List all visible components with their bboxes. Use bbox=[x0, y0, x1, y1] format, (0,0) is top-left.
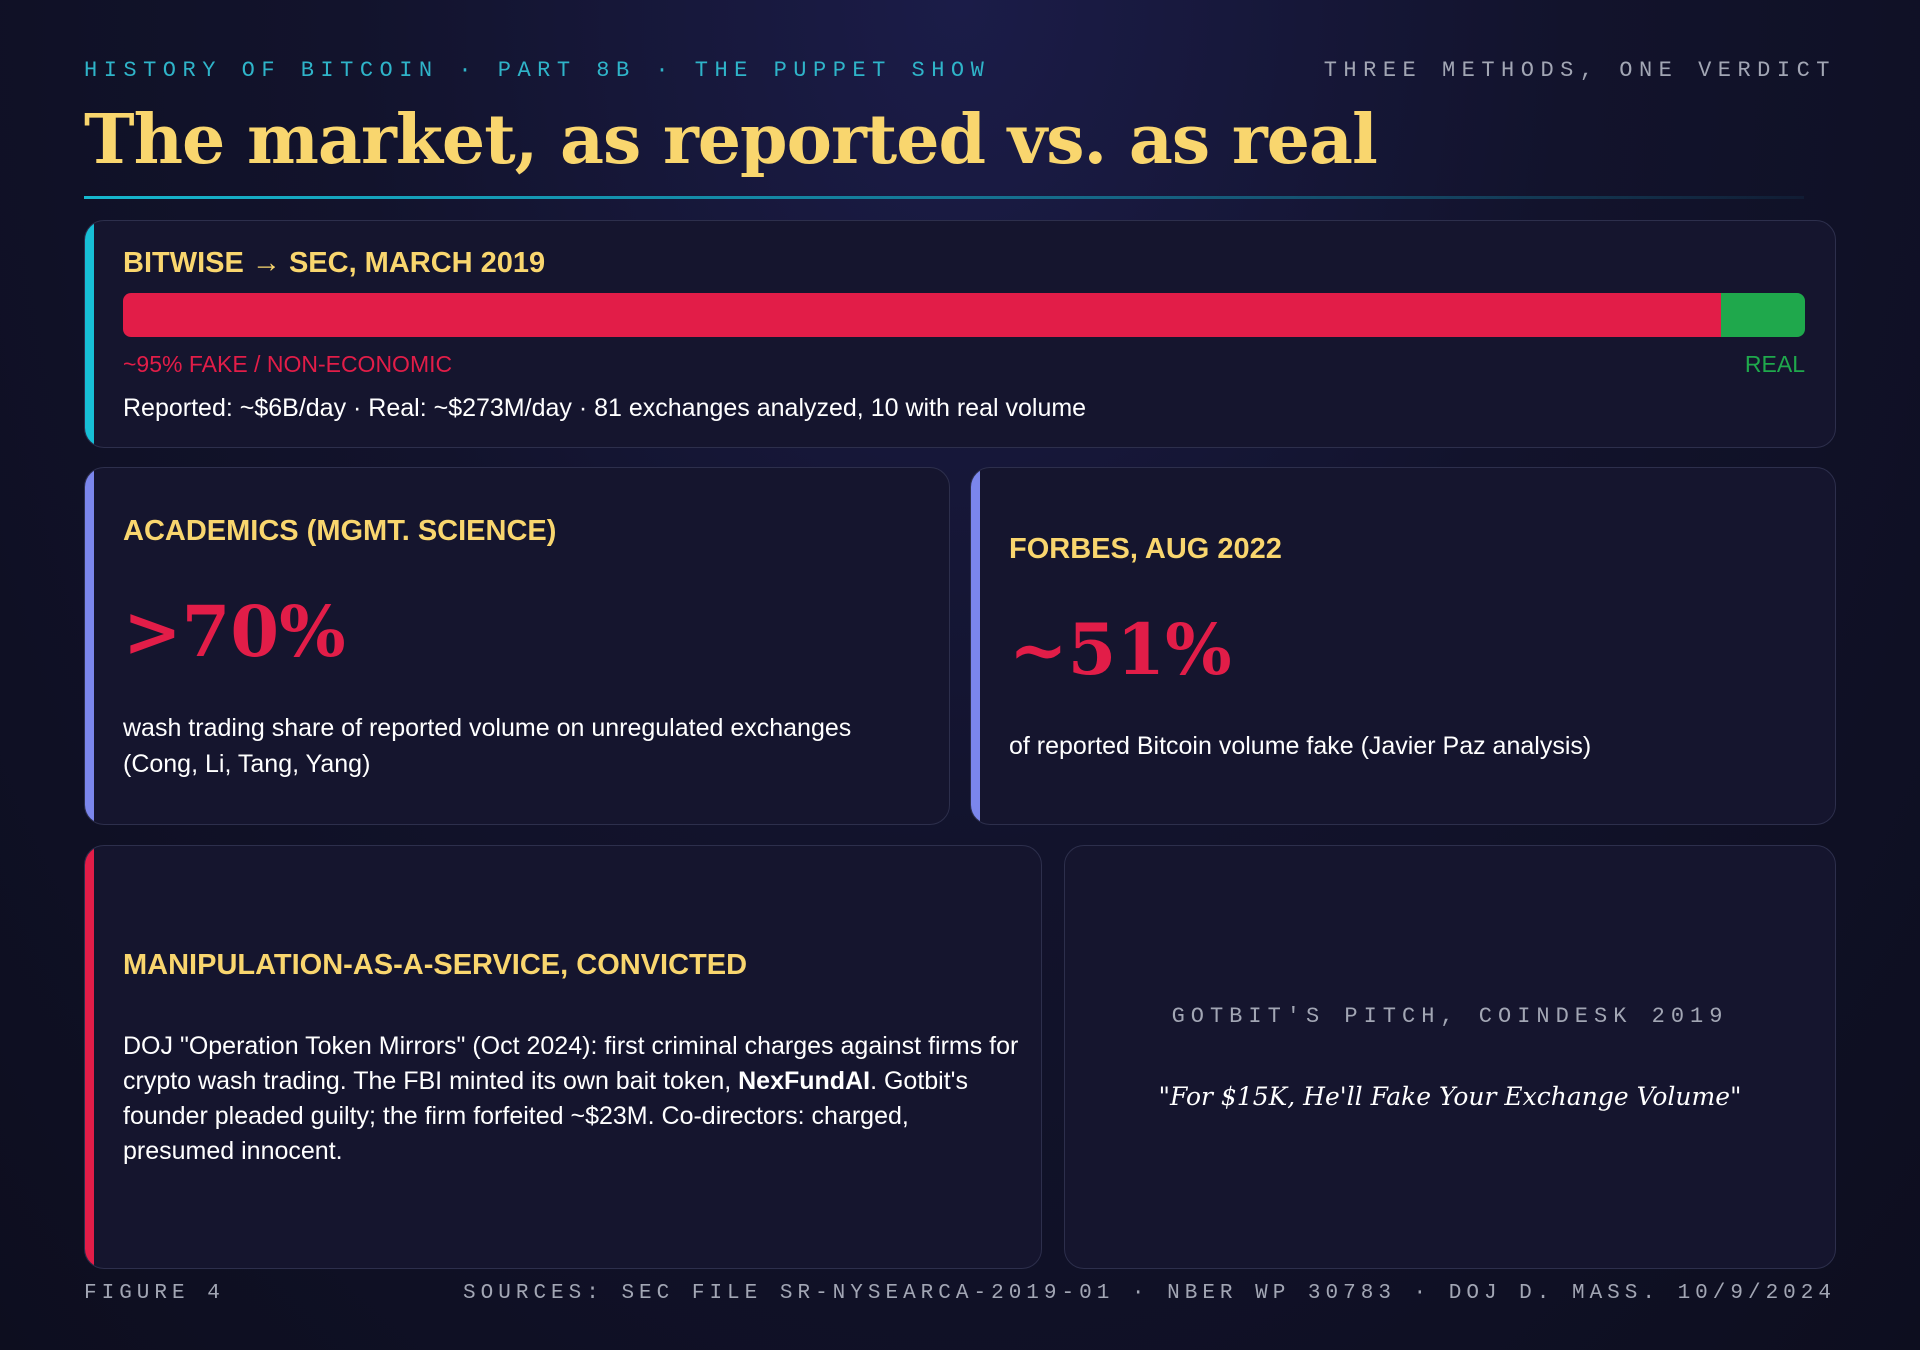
academics-card: ACADEMICS (MGMT. SCIENCE) >70% wash trad… bbox=[84, 467, 950, 825]
series-kicker: HISTORY OF BITCOIN · PART 8B · THE PUPPE… bbox=[84, 58, 990, 83]
academics-stat: >70% bbox=[123, 590, 346, 673]
kicker-separator: · bbox=[458, 58, 479, 83]
series-episode: THE PUPPET SHOW bbox=[694, 58, 991, 83]
bitwise-detail: Reported: ~$6B/day · Real: ~$273M/day · … bbox=[123, 394, 1087, 422]
manipulation-heading: MANIPULATION-AS-A-SERVICE, CONVICTED bbox=[123, 949, 748, 981]
bitwise-card: BITWISE → SEC, MARCH 2019 ~95% FAKE / NO… bbox=[84, 220, 1836, 448]
tagline: THREE METHODS, ONE VERDICT bbox=[1323, 58, 1836, 83]
manipulation-text: DOJ "Operation Token Mirrors" (Oct 2024)… bbox=[123, 1032, 1019, 1095]
quote-text: "For $15K, He'll Fake Your Exchange Volu… bbox=[1158, 1082, 1742, 1111]
fake-volume-label: ~95% FAKE / NON-ECONOMIC bbox=[123, 351, 453, 377]
quote-source: GOTBIT'S PITCH, COINDESK 2019 bbox=[1171, 1004, 1729, 1029]
academics-citation: (Cong, Li, Tang, Yang) bbox=[123, 750, 371, 778]
sources-line: SOURCES: SEC FILE SR-NYSEARCA-2019-01 · … bbox=[463, 1282, 1836, 1305]
bait-token-name: NexFundAI bbox=[738, 1067, 871, 1095]
academics-description: wash trading share of reported volume on… bbox=[123, 710, 851, 782]
real-volume-label: REAL bbox=[1744, 351, 1805, 377]
forbes-stat: ~51% bbox=[1009, 608, 1232, 691]
kicker-separator: · bbox=[655, 58, 676, 83]
bitwise-heading: BITWISE → SEC, MARCH 2019 bbox=[123, 247, 546, 279]
title-divider bbox=[84, 196, 1804, 199]
forbes-card: FORBES, AUG 2022 ~51% of reported Bitcoi… bbox=[970, 467, 1836, 825]
top-bar: HISTORY OF BITCOIN · PART 8B · THE PUPPE… bbox=[84, 58, 1836, 83]
figure-label: FIGURE 4 bbox=[84, 1282, 225, 1305]
fake-volume-segment bbox=[123, 293, 1721, 337]
series-part: PART 8B bbox=[497, 58, 636, 83]
gotbit-quote-card: GOTBIT'S PITCH, COINDESK 2019 "For $15K,… bbox=[1064, 845, 1836, 1269]
manipulation-body: DOJ "Operation Token Mirrors" (Oct 2024)… bbox=[123, 1029, 1023, 1169]
forbes-description: of reported Bitcoin volume fake (Javier … bbox=[1009, 732, 1592, 760]
page-title: The market, as reported vs. as real bbox=[84, 100, 1378, 180]
footer: FIGURE 4 SOURCES: SEC FILE SR-NYSEARCA-2… bbox=[84, 1282, 1836, 1305]
academics-heading: ACADEMICS (MGMT. SCIENCE) bbox=[123, 515, 557, 547]
series-name: HISTORY OF BITCOIN bbox=[84, 58, 439, 83]
volume-bar bbox=[123, 293, 1805, 337]
real-volume-segment bbox=[1720, 293, 1805, 337]
manipulation-text-end: . Gotbit's founder pleaded guilty; the f… bbox=[123, 1067, 968, 1165]
academics-description-line: wash trading share of reported volume on… bbox=[123, 714, 852, 742]
manipulation-card: MANIPULATION-AS-A-SERVICE, CONVICTED DOJ… bbox=[84, 845, 1042, 1269]
forbes-heading: FORBES, AUG 2022 bbox=[1009, 533, 1282, 565]
